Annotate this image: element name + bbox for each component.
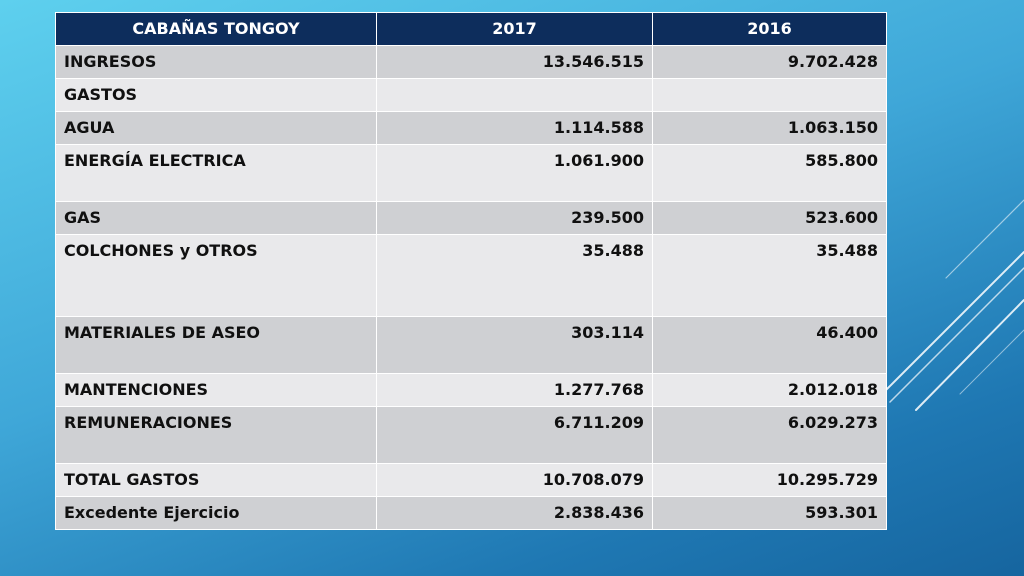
table-row-gas: GAS 239.500 523.600 bbox=[55, 201, 887, 235]
table-row-materiales-aseo: MATERIALES DE ASEO 303.114 46.400 bbox=[55, 316, 887, 374]
value-2017: 35.488 bbox=[376, 234, 653, 317]
table-row-mantenciones: MANTENCIONES 1.277.768 2.012.018 bbox=[55, 373, 887, 407]
table-row-gastos: GASTOS bbox=[55, 78, 887, 112]
row-label: GAS bbox=[55, 201, 377, 235]
value-2017: 6.711.209 bbox=[376, 406, 653, 464]
table-row-excedente: Excedente Ejercicio 2.838.436 593.301 bbox=[55, 496, 887, 530]
row-label: AGUA bbox=[55, 111, 377, 145]
row-label: GASTOS bbox=[55, 78, 377, 112]
table-header-row: CABAÑAS TONGOY 2017 2016 bbox=[55, 12, 887, 46]
value-2016: 523.600 bbox=[652, 201, 887, 235]
value-2016: 46.400 bbox=[652, 316, 887, 374]
value-2016 bbox=[652, 78, 887, 112]
table-row-total-gastos: TOTAL GASTOS 10.708.079 10.295.729 bbox=[55, 463, 887, 497]
value-2016: 585.800 bbox=[652, 144, 887, 202]
row-label: Excedente Ejercicio bbox=[55, 496, 377, 530]
row-label: INGRESOS bbox=[55, 45, 377, 79]
row-label: TOTAL GASTOS bbox=[55, 463, 377, 497]
row-label: COLCHONES y OTROS bbox=[55, 234, 377, 317]
financial-table: CABAÑAS TONGOY 2017 2016 INGRESOS 13.546… bbox=[55, 12, 887, 530]
table-row-ingresos: INGRESOS 13.546.515 9.702.428 bbox=[55, 45, 887, 79]
header-company: CABAÑAS TONGOY bbox=[55, 12, 377, 46]
value-2017: 2.838.436 bbox=[376, 496, 653, 530]
value-2016: 9.702.428 bbox=[652, 45, 887, 79]
value-2017: 1.061.900 bbox=[376, 144, 653, 202]
value-2017: 13.546.515 bbox=[376, 45, 653, 79]
value-2017: 10.708.079 bbox=[376, 463, 653, 497]
value-2016: 10.295.729 bbox=[652, 463, 887, 497]
table-row-energia: ENERGÍA ELECTRICA 1.061.900 585.800 bbox=[55, 144, 887, 202]
value-2016: 2.012.018 bbox=[652, 373, 887, 407]
table-row-colchones: COLCHONES y OTROS 35.488 35.488 bbox=[55, 234, 887, 317]
value-2017: 1.114.588 bbox=[376, 111, 653, 145]
row-label: MANTENCIONES bbox=[55, 373, 377, 407]
value-2017 bbox=[376, 78, 653, 112]
row-label: MATERIALES DE ASEO bbox=[55, 316, 377, 374]
value-2016: 1.063.150 bbox=[652, 111, 887, 145]
value-2016: 6.029.273 bbox=[652, 406, 887, 464]
value-2017: 303.114 bbox=[376, 316, 653, 374]
value-2016: 593.301 bbox=[652, 496, 887, 530]
header-year-2016: 2016 bbox=[652, 12, 887, 46]
header-year-2017: 2017 bbox=[376, 12, 653, 46]
value-2017: 239.500 bbox=[376, 201, 653, 235]
value-2017: 1.277.768 bbox=[376, 373, 653, 407]
value-2016: 35.488 bbox=[652, 234, 887, 317]
table-row-agua: AGUA 1.114.588 1.063.150 bbox=[55, 111, 887, 145]
row-label: ENERGÍA ELECTRICA bbox=[55, 144, 377, 202]
financial-table-container: CABAÑAS TONGOY 2017 2016 INGRESOS 13.546… bbox=[55, 12, 887, 530]
table-row-remuneraciones: REMUNERACIONES 6.711.209 6.029.273 bbox=[55, 406, 887, 464]
row-label: REMUNERACIONES bbox=[55, 406, 377, 464]
